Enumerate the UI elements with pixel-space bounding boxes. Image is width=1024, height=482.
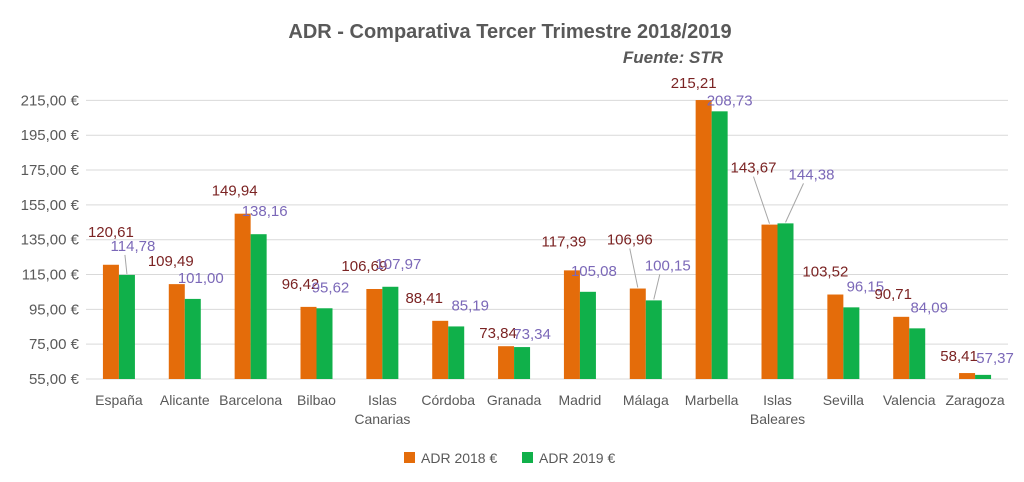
x-tick-label: Bilbao <box>297 392 336 408</box>
data-label-2019: 114,78 <box>111 238 156 255</box>
bars <box>102 100 992 380</box>
bar-2019 <box>382 286 399 379</box>
bar-2019 <box>448 326 465 379</box>
y-tick-label: 135,00 € <box>21 232 80 249</box>
bar-2019 <box>645 300 662 379</box>
bar-2019 <box>579 291 596 379</box>
bar-2018 <box>168 284 185 379</box>
bar-2019 <box>843 307 860 379</box>
y-tick-label: 55,00 € <box>29 371 80 388</box>
data-label-2019: 84,09 <box>910 299 948 316</box>
bar-2018 <box>563 270 580 379</box>
y-axis-ticks: 55,00 € 75,00 € 95,00 € 115,00 € 135,00 € 155… <box>21 92 80 388</box>
data-label-2018: 88,41 <box>405 290 443 307</box>
bar-2019 <box>711 111 728 379</box>
bar-2018 <box>629 288 646 379</box>
bar-2019 <box>118 274 135 379</box>
data-label-2019: 101,00 <box>178 270 224 287</box>
data-label-2019: 95,62 <box>312 279 350 296</box>
legend: ADR 2018 € ADR 2019 € <box>404 450 615 466</box>
bar-2019 <box>777 223 794 379</box>
y-tick-label: 175,00 € <box>21 162 80 179</box>
data-label-2018: 90,71 <box>874 286 912 303</box>
data-label-2018: 109,49 <box>148 253 194 270</box>
bar-2019 <box>909 328 926 379</box>
data-label-2019: 100,15 <box>645 257 691 274</box>
bar-2018 <box>893 316 910 379</box>
x-tick-label: Islas Baleares <box>750 392 805 427</box>
label-leaders <box>124 176 804 300</box>
x-tick-label: Zaragoza <box>945 392 1004 408</box>
data-label-2018: 149,94 <box>212 183 258 200</box>
bar-2018 <box>234 213 251 379</box>
bar-2019 <box>316 308 333 379</box>
x-tick-label: Córdoba <box>421 392 475 408</box>
data-label-2018: 58,41 <box>940 348 978 365</box>
bar-2019 <box>514 347 531 379</box>
legend-label-2019: ADR 2019 € <box>539 450 615 466</box>
x-tick-label: Sevilla <box>823 392 864 408</box>
data-label-2019: 96,15 <box>847 278 885 295</box>
data-label-2018: 73,84 <box>479 325 517 342</box>
data-label-2019: 138,16 <box>242 203 288 220</box>
data-label-2018: 117,39 <box>542 233 587 250</box>
data-label-2018: 215,21 <box>671 75 717 92</box>
bar-2019 <box>184 298 201 379</box>
data-label-2019: 144,38 <box>789 166 835 183</box>
y-tick-label: 215,00 € <box>21 92 80 109</box>
bar-2018 <box>366 288 383 379</box>
data-label-2018: 143,67 <box>731 160 777 177</box>
bar-2018 <box>300 306 317 379</box>
data-label-2019: 107,97 <box>375 256 421 273</box>
x-tick-label: Barcelona <box>219 392 282 408</box>
x-tick-label: Islas Canarias <box>354 392 410 427</box>
leader-line <box>629 248 639 288</box>
x-tick-label: Valencia <box>883 392 936 408</box>
x-tick-label: Granada <box>487 392 542 408</box>
x-tick-label: España <box>95 392 143 408</box>
legend-label-2018: ADR 2018 € <box>421 450 497 466</box>
bar-2018 <box>102 264 119 379</box>
y-tick-label: 95,00 € <box>29 301 80 318</box>
x-tick-label: Madrid <box>559 392 602 408</box>
data-label-2018: 103,52 <box>802 264 848 281</box>
y-tick-label: 195,00 € <box>21 127 80 144</box>
bar-2018 <box>827 294 844 379</box>
y-tick-label: 155,00 € <box>21 197 80 214</box>
bar-2018 <box>761 224 778 379</box>
leader-line <box>653 274 661 300</box>
leader-line <box>753 176 770 224</box>
data-label-2018: 120,61 <box>88 224 134 241</box>
x-tick-label: Málaga <box>623 392 669 408</box>
data-label-2019: 57,37 <box>976 350 1014 367</box>
bar-2018 <box>432 320 449 379</box>
y-tick-label: 115,00 € <box>22 267 80 284</box>
x-tick-label: Alicante <box>160 392 210 408</box>
data-label-2018: 106,96 <box>607 232 653 249</box>
bar-2018 <box>695 100 712 380</box>
legend-swatch-2018 <box>404 452 415 463</box>
data-label-2019: 208,73 <box>707 92 753 109</box>
leader-line <box>124 254 128 274</box>
bar-2019 <box>250 234 267 379</box>
data-label-2019: 85,19 <box>451 297 489 314</box>
bar-2018 <box>959 373 976 379</box>
data-label-2019: 73,34 <box>513 326 551 343</box>
data-label-2018: 106,69 <box>341 258 387 275</box>
chart-title: ADR - Comparativa Tercer Trimestre 2018/… <box>288 21 731 43</box>
x-tick-label: Marbella <box>685 392 739 408</box>
chart-subtitle: Fuente: STR <box>623 48 724 67</box>
y-tick-label: 75,00 € <box>29 336 80 353</box>
leader-line <box>785 183 804 223</box>
legend-swatch-2019 <box>522 452 533 463</box>
data-label-2019: 105,08 <box>571 263 617 280</box>
bar-2019 <box>975 374 992 379</box>
x-axis-ticks: España Alicante Barcelona Bilbao Islas Canari… <box>95 392 1005 427</box>
data-label-2018: 96,42 <box>282 276 320 293</box>
bar-2018 <box>498 346 515 379</box>
